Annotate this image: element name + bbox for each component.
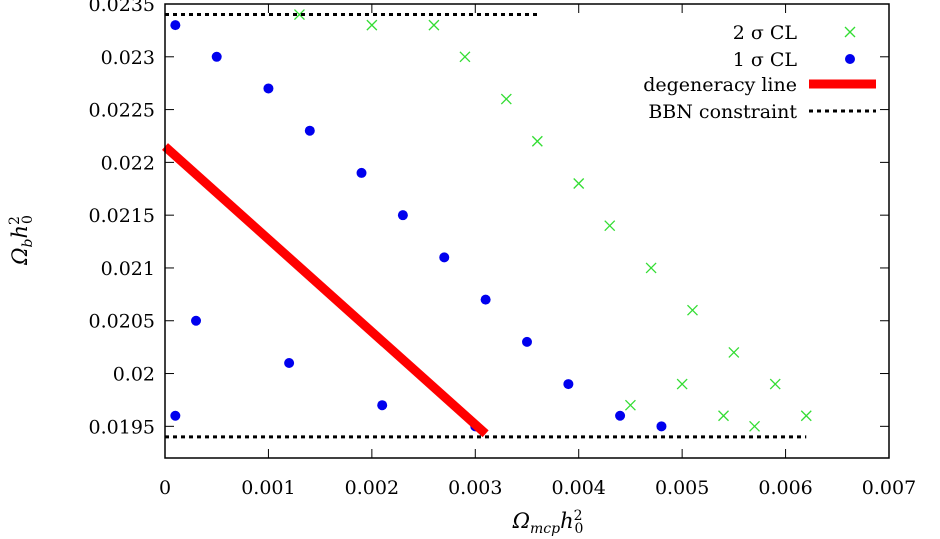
data-point-1sigma (191, 315, 202, 326)
data-point-1sigma (170, 20, 181, 31)
tick-marks (164, 3, 890, 458)
y-tick-label: 0.0235 (89, 0, 155, 16)
data-point-2sigma (573, 178, 585, 189)
legend-swatch-cross (844, 26, 856, 38)
data-point-2sigma (676, 378, 688, 390)
data-point-1sigma (304, 125, 315, 136)
y-tick-label: 0.0205 (89, 311, 155, 333)
x-tick-label: 0.001 (241, 477, 295, 499)
data-point-2sigma (800, 410, 812, 422)
x-tick-label: 0.002 (345, 477, 399, 499)
legend-label: BBN constraint (648, 101, 797, 123)
legend: 2 σ CL 1 σ CL degeneracy line BBN constrain… (643, 22, 876, 123)
data-point-2sigma (500, 93, 512, 105)
data-point-2sigma (293, 9, 305, 21)
tick-labels: 0 0.001 0.002 0.003 0.004 0.005 0.006 0.007 0.01… (89, 0, 917, 499)
data-point-1sigma (615, 410, 626, 421)
data-point-1sigma (522, 336, 532, 347)
x-tick-label: 0.003 (448, 477, 502, 499)
y-axis-label: Ωbh20 (7, 215, 36, 266)
data-layer (170, 9, 812, 432)
data-point-2sigma (749, 420, 761, 432)
legend-label: 1 σ CL (733, 49, 798, 71)
data-point-2sigma (718, 410, 729, 422)
x-tick-label: 0.006 (758, 477, 812, 499)
x-tick-label: 0.007 (862, 477, 916, 499)
legend-item: 1 σ CL (733, 49, 855, 71)
data-point-2sigma (366, 19, 378, 31)
data-point-1sigma (563, 379, 574, 390)
legend-swatch-dot (845, 54, 855, 64)
reference-lines (161, 13, 807, 439)
y-tick-label: 0.023 (101, 47, 155, 69)
y-tick-label: 0.021 (101, 258, 155, 280)
y-tick-label: 0.0195 (89, 416, 155, 438)
legend-item: BBN constraint (648, 101, 876, 123)
data-point-1sigma (656, 421, 667, 432)
data-point-2sigma (728, 346, 740, 358)
data-point-1sigma (170, 410, 181, 421)
y-tick-label: 0.022 (101, 152, 155, 174)
data-point-1sigma (480, 294, 491, 305)
x-tick-label: 0 (159, 477, 171, 499)
legend-label: degeneracy line (643, 74, 797, 96)
data-point-2sigma (604, 220, 616, 232)
data-point-2sigma (645, 262, 657, 274)
legend-label: 2 σ CL (733, 22, 798, 44)
data-point-1sigma (439, 252, 450, 263)
y-tick-label: 0.0215 (89, 205, 155, 227)
y-tick-label: 0.02 (113, 364, 155, 386)
data-point-2sigma (531, 135, 543, 147)
data-point-2sigma (624, 399, 636, 411)
data-point-2sigma (769, 378, 781, 390)
x-tick-label: 0.004 (552, 477, 606, 499)
data-point-2sigma (687, 304, 698, 316)
data-point-1sigma (211, 51, 222, 62)
data-point-1sigma (377, 400, 388, 411)
legend-item: 2 σ CL (733, 22, 856, 44)
data-point-2sigma (459, 51, 471, 63)
legend-item: degeneracy line (643, 74, 876, 96)
x-axis-label: Ωmcph2 0 (512, 508, 584, 537)
y-tick-label: 0.0225 (89, 100, 155, 122)
data-point-1sigma (356, 167, 367, 178)
plot-frame (164, 3, 890, 459)
degeneracy-line (161, 143, 489, 438)
data-point-1sigma (284, 357, 295, 368)
data-point-1sigma (263, 83, 274, 94)
data-point-2sigma (428, 19, 440, 31)
data-point-1sigma (397, 210, 408, 221)
x-tick-label: 0.005 (655, 477, 709, 499)
